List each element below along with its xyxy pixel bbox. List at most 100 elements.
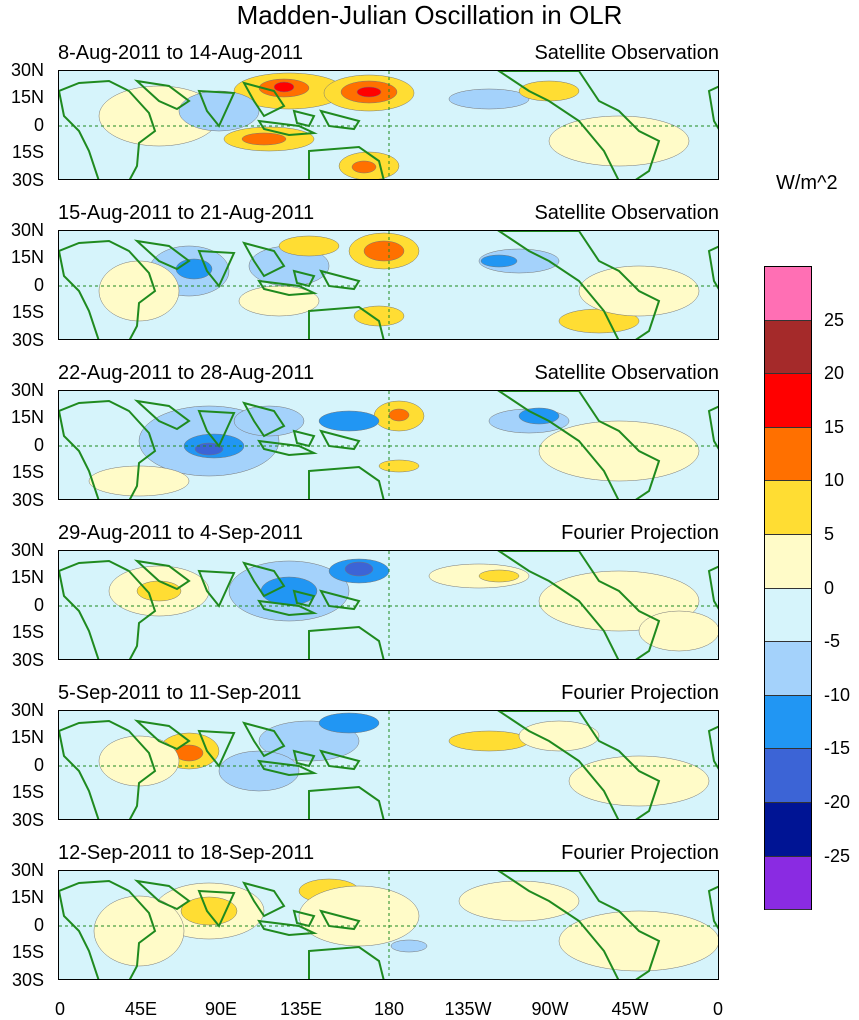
coastline: [707, 405, 718, 450]
latitude-label: 30S: [11, 650, 44, 670]
colorbar-swatch: [765, 481, 811, 535]
longitude-label: 135E: [279, 999, 323, 1019]
latitude-label: 15S: [11, 622, 44, 642]
coastline: [497, 871, 661, 979]
longitude-label: 135W: [444, 999, 492, 1019]
coastline: [59, 239, 157, 339]
olr-anomaly-map: [59, 391, 718, 499]
coastline: [497, 551, 661, 659]
coastline: [257, 599, 318, 617]
colorbar-label: -15: [824, 738, 851, 759]
anomaly-contour: [356, 86, 382, 98]
latitude-label: 15N: [10, 727, 44, 747]
colorbar-swatch: [765, 642, 811, 696]
coastline: [308, 945, 385, 979]
coastline: [707, 565, 718, 610]
coastline: [707, 85, 718, 130]
coastline: [241, 241, 286, 278]
coastline: [59, 559, 157, 659]
chart-title: Madden-Julian Oscillation in OLR: [236, 0, 623, 30]
anomaly-contour: [548, 115, 690, 167]
anomaly-contour: [178, 90, 260, 132]
colorbar-swatch: [765, 802, 811, 857]
coastline: [133, 399, 191, 431]
colorbar-label: 0: [824, 577, 835, 598]
anomaly-contour: [344, 561, 374, 577]
latitude-label: 15S: [11, 302, 44, 322]
coastline: [497, 71, 661, 179]
coastline: [197, 729, 236, 768]
anomaly-contour: [218, 750, 300, 792]
coastline: [308, 625, 385, 659]
anomaly-contour: [233, 405, 305, 437]
latitude-label: 30S: [11, 810, 44, 830]
anomaly-contour: [318, 712, 380, 734]
anomaly-contour: [378, 459, 420, 473]
latitude-label: 0: [33, 275, 44, 295]
map-panel: [58, 710, 719, 820]
anomaly-contour: [388, 408, 410, 422]
latitude-label: 15N: [10, 887, 44, 907]
colorbar-label: 20: [824, 363, 845, 384]
coastline: [292, 269, 316, 288]
olr-anomaly-map: [59, 71, 718, 179]
anomaly-contour: [363, 240, 405, 262]
coastline: [59, 879, 157, 979]
longitude-label: 180: [373, 999, 405, 1019]
coastline: [133, 559, 191, 591]
latitude-label: 30N: [10, 380, 44, 400]
latitude-label: 15S: [11, 942, 44, 962]
anomaly-contour: [568, 755, 710, 807]
coastline: [257, 119, 318, 137]
latitude-label: 0: [33, 435, 44, 455]
olr-anomaly-map: [59, 231, 718, 339]
latitude-label: 30S: [11, 970, 44, 990]
coastline: [319, 109, 361, 131]
latitude-label: 0: [33, 755, 44, 775]
coastline: [133, 719, 191, 751]
anomaly-contour: [241, 132, 287, 146]
anomaly-contour: [93, 895, 185, 967]
colorbar-swatch: [765, 749, 811, 803]
coastline: [197, 889, 236, 928]
latitude-label: 30N: [10, 540, 44, 560]
anomaly-contour: [458, 880, 580, 922]
map-panel: [58, 70, 719, 180]
coastline: [197, 569, 236, 608]
colorbar-label: -5: [824, 631, 841, 652]
anomaly-contour: [558, 910, 718, 972]
olr-anomaly-map: [59, 871, 718, 979]
longitude-label: 0: [54, 999, 66, 1019]
coastline: [241, 561, 286, 598]
longitude-label: 45E: [124, 999, 158, 1019]
panel-source: Satellite Observation: [534, 362, 719, 384]
coastline: [707, 245, 718, 290]
panel-date-range: 8-Aug-2011 to 14-Aug-2011: [58, 42, 303, 64]
latitude-label: 30S: [11, 490, 44, 510]
coastline: [319, 749, 361, 771]
coastline: [497, 231, 661, 339]
anomaly-contour: [518, 720, 600, 752]
longitude-label: 0: [712, 999, 724, 1019]
panel-date-range: 5-Sep-2011 to 11-Sep-2011: [58, 682, 302, 704]
coastline: [241, 881, 286, 918]
latitude-label: 15S: [11, 462, 44, 482]
coastline: [497, 391, 661, 499]
latitude-label: 30N: [10, 860, 44, 880]
anomaly-contour: [353, 305, 405, 327]
colorbar-label: -20: [824, 792, 851, 812]
colorbar-label: 25: [824, 309, 845, 330]
anomaly-contour: [390, 939, 428, 953]
latitude-label: 30N: [10, 60, 44, 80]
anomaly-contour: [351, 160, 377, 174]
coastline: [197, 249, 236, 288]
latitude-label: 0: [33, 115, 44, 135]
anomaly-contour: [478, 569, 520, 583]
anomaly-contour: [538, 420, 700, 482]
coastline: [292, 589, 316, 608]
coastline: [497, 711, 661, 819]
latitude-label: 30S: [11, 330, 44, 350]
anomaly-contour: [278, 235, 340, 257]
anomaly-contour: [448, 88, 530, 110]
map-panel: [58, 390, 719, 500]
